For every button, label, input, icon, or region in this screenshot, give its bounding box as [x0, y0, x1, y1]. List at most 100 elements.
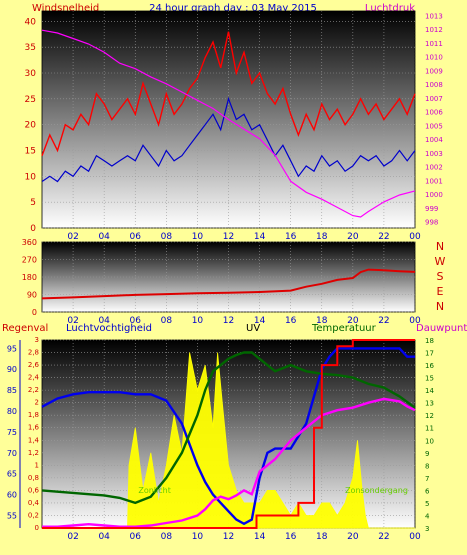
temperature-tick-label: 3	[425, 525, 429, 533]
pressure-tick-label: 1005	[425, 122, 443, 130]
temperature-tick-label: 11	[425, 425, 434, 433]
direction-tick-label: 180	[22, 273, 37, 282]
rain-line	[42, 339, 415, 529]
x-tick-label: 08	[161, 232, 173, 242]
rain-tick-label: 1,8	[28, 411, 39, 419]
rain-tick-label: 0	[35, 524, 39, 532]
x-tick-label: 12	[223, 532, 234, 542]
pressure-tick-label: 1003	[425, 150, 443, 158]
dewpoint-axis-title: Dauwpunt	[416, 323, 467, 334]
compass-label: W	[435, 255, 446, 268]
pressure-tick-label: 1012	[425, 26, 443, 34]
temperature-line	[41, 351, 416, 505]
humidity-tick-label: 95	[7, 344, 17, 353]
rain-tick-label: 0,2	[28, 511, 39, 519]
compass-label: E	[437, 285, 444, 298]
wind-speed-tick-label: 30	[25, 69, 37, 79]
temperature-tick-label: 8	[425, 462, 429, 470]
pressure-tick-label: 1011	[425, 40, 443, 48]
x-tick-label: 02	[67, 532, 78, 542]
x-tick-label: 18	[316, 316, 328, 326]
x-tick-label: 02	[67, 316, 78, 326]
x-tick-label: 06	[130, 232, 142, 242]
dewpoint-line	[42, 397, 416, 528]
x-tick-label: 04	[98, 232, 110, 242]
wind-speed-axis-title: Windsnelheid	[32, 3, 99, 14]
rain-tick-label: 2,8	[28, 349, 39, 357]
pressure-line	[41, 29, 416, 218]
rain-tick-label: 0,8	[28, 474, 39, 482]
humidity-tick-label: 85	[7, 386, 17, 395]
rain-tick-label: 2,2	[28, 386, 39, 394]
wind-speed-tick-label: 35	[25, 43, 36, 53]
x-tick-label: 00	[409, 232, 421, 242]
temperature-tick-label: 4	[425, 512, 430, 520]
pressure-tick-label: 1002	[425, 164, 443, 172]
pressure-tick-label: 1008	[425, 81, 443, 89]
temperature-tick-label: 17	[425, 350, 434, 358]
chart-title: 24 hour graph day : 03 May 2015	[149, 3, 317, 14]
wind-speed-tick-label: 15	[25, 147, 36, 157]
rain-tick-label: 1,4	[28, 436, 40, 444]
x-tick-label: 22	[378, 316, 389, 326]
x-tick-label: 08	[161, 532, 173, 542]
x-tick-label: 04	[98, 316, 110, 326]
pressure-tick-label: 1000	[425, 191, 443, 199]
uv-axis-title: UV	[246, 323, 260, 334]
temperature-tick-label: 15	[425, 375, 434, 383]
x-tick-label: 20	[347, 232, 359, 242]
wind-line	[41, 96, 416, 183]
x-tick-label: 16	[285, 316, 297, 326]
temperature-tick-label: 14	[425, 387, 434, 395]
temperature-tick-label: 12	[425, 412, 434, 420]
x-tick-label: 14	[254, 232, 266, 242]
pressure-tick-label: 1013	[425, 12, 443, 20]
humidity-tick-label: 60	[7, 491, 17, 500]
compass-label: N	[436, 240, 444, 253]
direction-line	[41, 268, 416, 300]
temperature-tick-label: 16	[425, 362, 434, 370]
x-tick-label: 02	[67, 232, 78, 242]
direction-tick-label: 90	[27, 291, 37, 300]
wind-speed-tick-label: 0	[30, 224, 36, 234]
temperature-tick-label: 7	[425, 475, 429, 483]
pressure-tick-label: 998	[425, 219, 438, 227]
wind-speed-tick-label: 20	[25, 121, 37, 131]
x-tick-label: 18	[316, 232, 328, 242]
temperature-tick-label: 10	[425, 437, 434, 445]
temperature-tick-label: 5	[425, 500, 429, 508]
x-tick-label: 00	[409, 532, 421, 542]
direction-tick-label: 270	[22, 256, 37, 265]
uv-area	[42, 352, 415, 529]
x-tick-label: 04	[98, 532, 110, 542]
pressure-tick-label: 1001	[425, 177, 443, 185]
series-layer	[41, 29, 416, 529]
pressure-tick-label: 999	[425, 205, 438, 213]
x-tick-label: 14	[254, 316, 266, 326]
humidity-tick-label: 75	[7, 428, 17, 437]
x-tick-label: 10	[192, 232, 204, 242]
x-tick-label: 10	[192, 316, 204, 326]
x-tick-label: 06	[130, 532, 142, 542]
rain-tick-label: 0,6	[28, 486, 40, 494]
rain-tick-label: 2	[35, 399, 39, 407]
rain-tick-label: 2,6	[28, 361, 40, 369]
humidity-tick-label: 90	[7, 365, 17, 374]
humidity-tick-label: 80	[7, 407, 17, 416]
humidity-tick-label: 55	[7, 511, 17, 520]
uv-annotation: Zonsondergang	[345, 486, 408, 495]
x-tick-label: 00	[409, 316, 421, 326]
rain-axis-title: Regenval	[2, 323, 48, 334]
x-tick-label: 12	[223, 232, 234, 242]
wind-speed-tick-label: 10	[25, 172, 37, 182]
temperature-tick-label: 13	[425, 400, 434, 408]
humidity-tick-label: 70	[7, 449, 17, 458]
wind-speed-tick-label: 25	[25, 95, 36, 105]
x-tick-label: 22	[378, 532, 389, 542]
uv-annotation: Zonlicht	[138, 486, 171, 495]
x-tick-label: 18	[316, 532, 328, 542]
rain-tick-label: 1,6	[28, 424, 40, 432]
pressure-tick-label: 1007	[425, 95, 443, 103]
pressure-axis-title: Luchtdruk	[365, 3, 415, 14]
